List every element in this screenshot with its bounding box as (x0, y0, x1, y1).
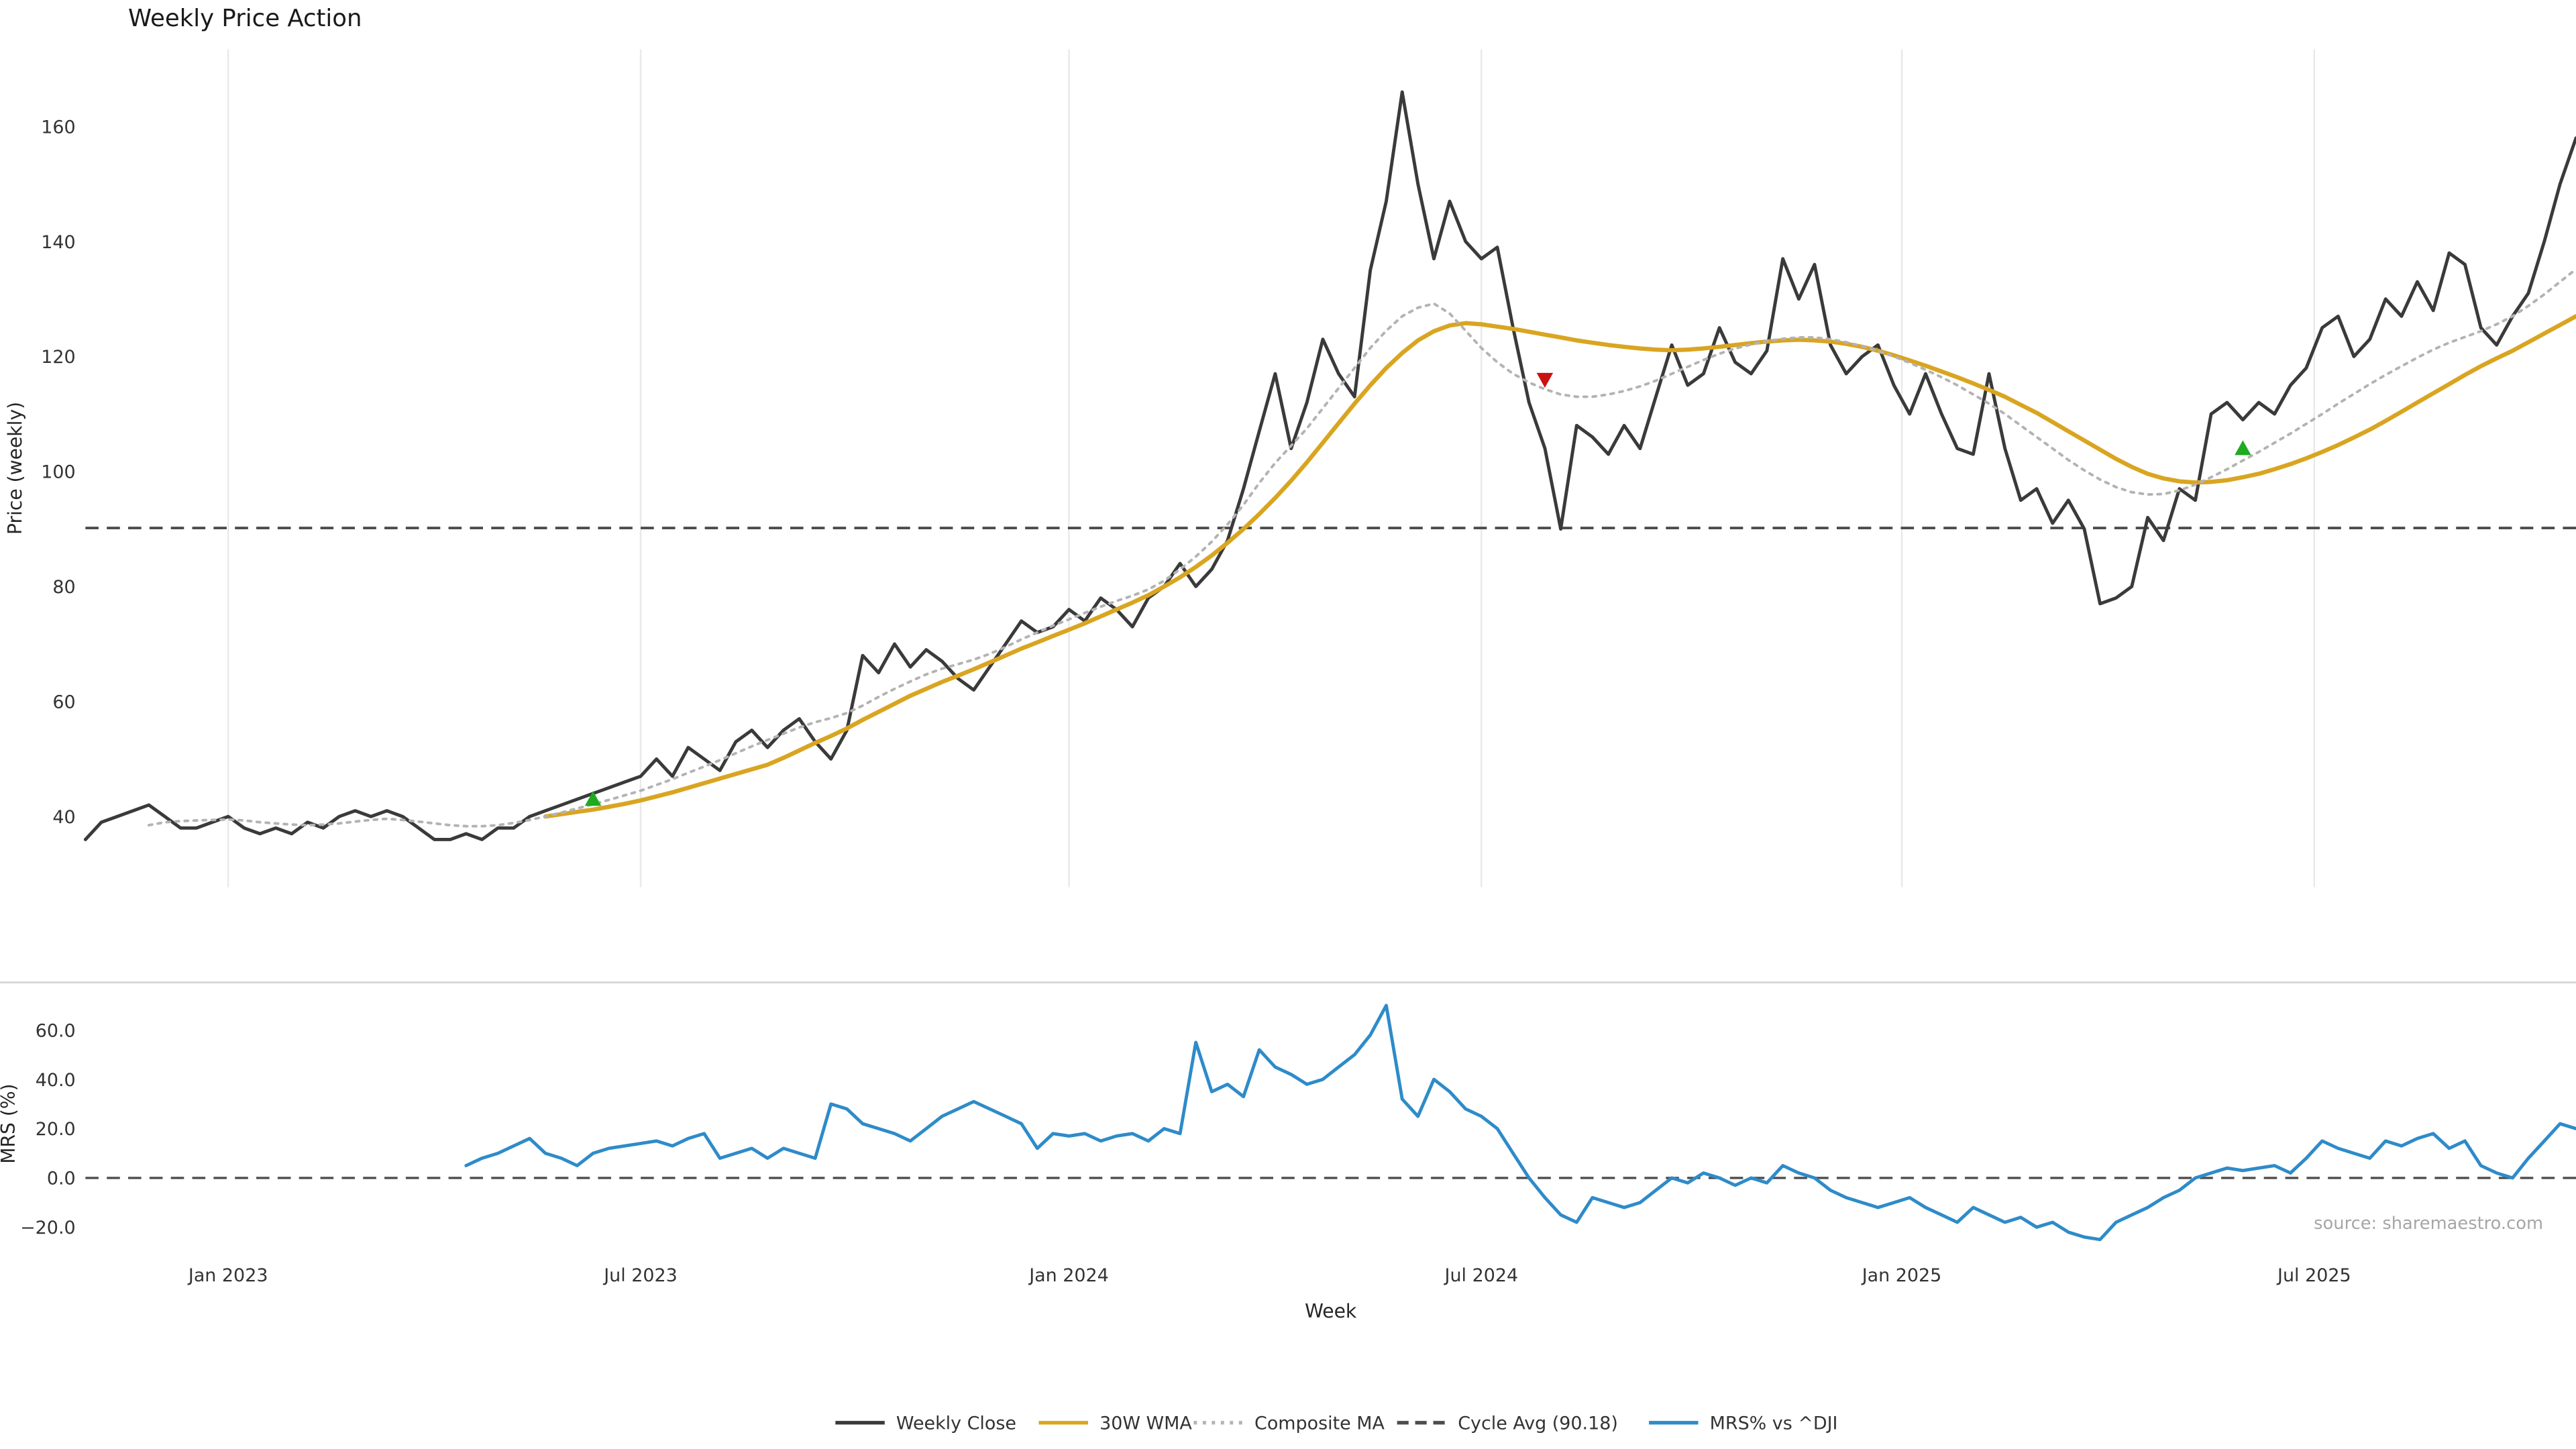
x-tick-label: Jul 2025 (2276, 1265, 2351, 1286)
mrs-y-tick-label: −20.0 (20, 1218, 76, 1238)
source-credit: source: sharemaestro.com (2314, 1214, 2543, 1234)
x-tick-label: Jan 2025 (1861, 1265, 1942, 1286)
mrs-y-tick-label: 60.0 (36, 1020, 76, 1041)
signal-markers-layer (584, 372, 2251, 806)
legend-label: Weekly Close (896, 1413, 1016, 1434)
legend-item-mrs-vs-dji: MRS% vs ^DJI (1649, 1413, 1838, 1434)
mrs-y-tick-label: 0.0 (47, 1169, 76, 1189)
price-y-tick-label: 120 (41, 347, 75, 368)
price-y-tick-label: 160 (41, 117, 75, 138)
30w-wma-line (543, 314, 2576, 819)
mrs-y-tick-label: 20.0 (36, 1119, 76, 1140)
price-y-tick-label: 140 (41, 232, 75, 253)
sell-signal-marker (1536, 372, 1554, 388)
x-tick-label: Jul 2023 (602, 1265, 678, 1286)
x-tick-label: Jul 2024 (1444, 1265, 1519, 1286)
legend-label: 30W WMA (1099, 1413, 1192, 1434)
legend-item-30w-wma: 30W WMA (1038, 1413, 1192, 1434)
weekly-close-line (83, 90, 2576, 841)
legend-label: Composite MA (1254, 1413, 1385, 1434)
x-tick-label: Jan 2024 (1028, 1265, 1109, 1286)
mrs-y-tick-label: 40.0 (36, 1070, 76, 1091)
price-y-tick-label: 40 (52, 807, 75, 828)
x-axis-label: Week (1305, 1300, 1357, 1322)
grid-layer (0, 49, 2576, 983)
price-y-tick-label: 60 (52, 692, 75, 713)
mrs-axis-label: MRS (%) (0, 1083, 19, 1163)
axis-ticks-layer: Jan 2023 Jul 2023 Jan 2024 Jul 2024 Jan 2025… (20, 117, 2351, 1286)
buy-signal-marker (584, 791, 602, 806)
legend-item-composite-ma: Composite MA (1193, 1413, 1385, 1434)
buy-signal-marker (2235, 440, 2251, 455)
series-layer (83, 90, 2576, 1242)
legend-item-weekly-close: Weekly Close (835, 1413, 1016, 1434)
mrs-vs-dji-line (464, 1004, 2576, 1242)
price-y-tick-label: 100 (41, 462, 75, 483)
legend-label: MRS% vs ^DJI (1710, 1413, 1838, 1434)
x-tick-label: Jan 2023 (187, 1265, 268, 1286)
legend-item-cycle-avg-90-18: Cycle Avg (90.18) (1397, 1413, 1618, 1434)
price-axis-label: Price (weekly) (4, 402, 26, 535)
legend: Weekly Close 30W WMA Composite MA Cycle Avg… (835, 1413, 1838, 1434)
chart-title: Weekly Price Action (128, 5, 362, 32)
composite-ma-line (147, 268, 2576, 828)
price-y-tick-label: 80 (52, 577, 75, 598)
reference-lines-layer (85, 527, 2576, 1179)
legend-label: Cycle Avg (90.18) (1458, 1413, 1618, 1434)
